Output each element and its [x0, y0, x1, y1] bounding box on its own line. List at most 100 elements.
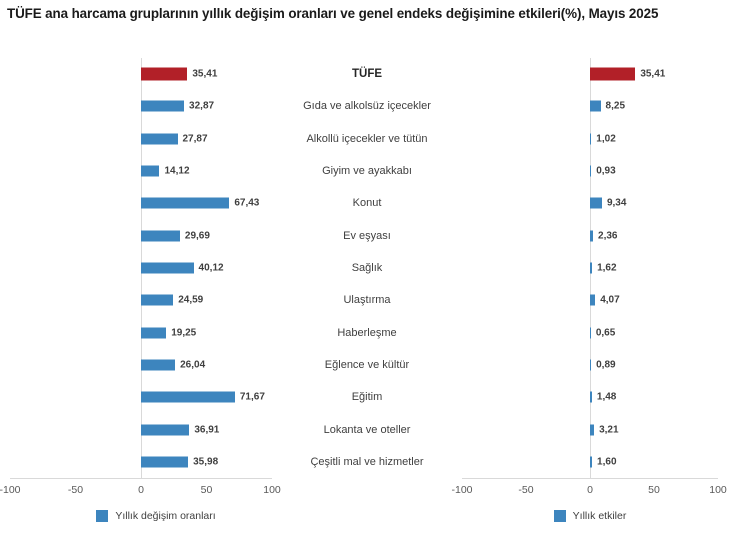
effect-bar: [590, 230, 594, 242]
category-label: Eğlence ve kültür: [324, 358, 410, 371]
category-label: Giyim ve ayakkabı: [322, 165, 412, 178]
rate-plot: 35,41 32,87 27,87 14,12 67,43 29,69 40,1…: [10, 58, 272, 479]
value-label: 24,59: [178, 294, 204, 306]
effect-bar: [590, 197, 602, 209]
rate-bar: [141, 165, 160, 177]
bar-row: 71,67: [10, 381, 272, 413]
effect-bar: [590, 294, 596, 306]
value-label: 40,12: [198, 262, 224, 274]
bar-row: 1,48: [462, 381, 718, 413]
value-label: 0,89: [596, 359, 616, 371]
rate-bar: [141, 391, 235, 403]
bar-row: 40,12: [10, 252, 272, 284]
value-label: 8,25: [605, 100, 626, 112]
effect-bar: [590, 424, 595, 436]
bar-row: 1,02: [462, 123, 718, 155]
value-label: 26,04: [180, 359, 206, 371]
bar-row: 67,43: [10, 187, 272, 219]
x-tick: -50: [67, 484, 84, 496]
bar-row: 24,59: [10, 284, 272, 316]
bar-row: 9,34: [462, 187, 718, 219]
value-label: 67,43: [234, 197, 260, 209]
x-axis-right: -100 -50 0 50 100: [451, 481, 726, 497]
x-tick: 100: [263, 484, 281, 496]
category-label: Haberleşme: [337, 326, 397, 339]
legend-label: Yıllık değişim oranları: [115, 510, 216, 522]
value-label: 1,48: [596, 391, 617, 403]
effect-bar: [590, 359, 592, 371]
bar-row: 0,89: [462, 349, 718, 381]
chart-title: TÜFE ana harcama gruplarının yıllık deği…: [7, 6, 659, 21]
x-tick: 100: [709, 484, 727, 496]
category-label: Sağlık: [351, 261, 383, 274]
rate-bar: [141, 359, 176, 371]
bar-row: 4,07: [462, 284, 718, 316]
bar-row: 27,87: [10, 123, 272, 155]
effect-plot: 35,41 8,25 1,02 0,93 9,34 2,36 1,62 4,07…: [462, 58, 718, 479]
value-label: 0,65: [595, 327, 616, 339]
value-label: 1,62: [597, 262, 617, 274]
effect-bar: [590, 391, 592, 403]
rate-bar: [141, 67, 188, 81]
legend-swatch-icon: [96, 510, 109, 522]
category-label: Ulaştırma: [343, 294, 391, 307]
bar-row: 19,25: [10, 317, 272, 349]
effect-bar: [590, 262, 593, 274]
x-tick: 50: [648, 484, 660, 496]
bar-row: 2,36: [462, 220, 718, 252]
effect-bar: [590, 100, 601, 112]
effect-bar: [590, 133, 592, 145]
value-label: 0,93: [596, 165, 616, 177]
legend-effects: Yıllık etkiler: [462, 506, 718, 526]
legend-rates: Yıllık değişim oranları: [25, 506, 287, 526]
x-tick: -100: [0, 484, 21, 496]
bar-row: 14,12: [10, 155, 272, 187]
bar-row: 3,21: [462, 413, 718, 445]
value-label: 9,34: [606, 197, 627, 209]
x-tick: 0: [138, 484, 144, 496]
rate-bar: [141, 197, 230, 209]
rate-bar: [141, 230, 180, 242]
category-label: Eğitim: [351, 391, 383, 404]
bar-row: 1,62: [462, 252, 718, 284]
value-label: 35,41: [640, 68, 666, 80]
x-tick: 50: [200, 484, 213, 496]
value-label: 4,07: [600, 294, 620, 306]
category-label: Çeşitli mal ve hizmetler: [310, 455, 424, 468]
category-label: Ev eşyası: [343, 229, 391, 242]
effect-bar: [590, 67, 636, 81]
legend-label: Yıllık etkiler: [572, 510, 627, 522]
bar-row: 0,93: [462, 155, 718, 187]
value-label: 71,67: [239, 391, 265, 403]
value-label: 32,87: [189, 100, 215, 112]
value-label: 2,36: [598, 230, 618, 242]
category-label: Alkollü içecekler ve tütün: [306, 132, 428, 145]
value-label: 27,87: [182, 133, 208, 145]
value-label: 35,98: [193, 456, 219, 468]
bar-row: 36,91: [10, 413, 272, 445]
bar-row: 35,98: [10, 446, 272, 478]
value-label: 35,41: [192, 68, 218, 80]
rate-bar: [141, 294, 174, 306]
rate-bar: [141, 327, 167, 339]
value-label: 19,25: [171, 327, 197, 339]
category-label: Konut: [352, 197, 382, 210]
effect-bar: [590, 456, 593, 468]
value-label: 1,60: [597, 456, 617, 468]
rate-bar: [141, 133, 178, 145]
category-label: Lokanta ve oteller: [323, 423, 411, 436]
rate-bar: [141, 100, 185, 112]
value-label: 36,91: [194, 424, 220, 436]
x-axis-left: -100 -50 0 50 100: [0, 481, 281, 497]
rate-bar: [141, 262, 194, 274]
value-label: 29,69: [184, 230, 210, 242]
bar-row: 26,04: [10, 349, 272, 381]
bar-row: 0,65: [462, 317, 718, 349]
effect-bar: [590, 165, 592, 177]
value-label: 3,21: [599, 424, 619, 436]
rate-bar: [141, 424, 190, 436]
rate-bar: [141, 456, 189, 468]
bar-row: 8,25: [462, 90, 718, 122]
x-tick: 0: [587, 484, 593, 496]
